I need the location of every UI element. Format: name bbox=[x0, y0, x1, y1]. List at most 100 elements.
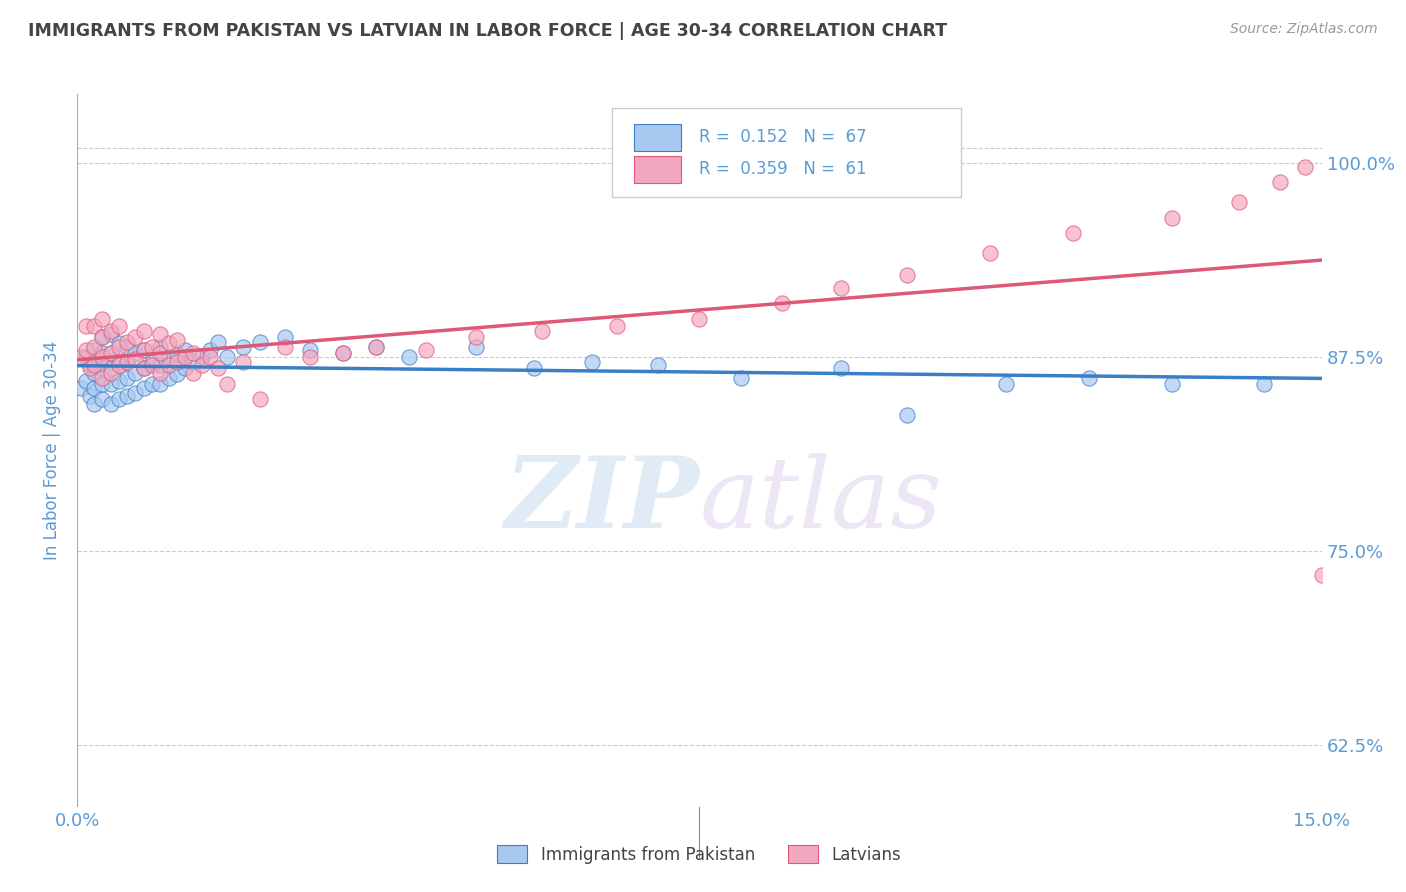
Point bbox=[132, 381, 155, 395]
Point bbox=[274, 330, 297, 344]
Point bbox=[91, 330, 114, 344]
Point bbox=[249, 334, 271, 349]
Point bbox=[100, 366, 122, 380]
Point bbox=[1294, 160, 1316, 174]
Point bbox=[75, 319, 97, 334]
Text: ZIP: ZIP bbox=[505, 452, 700, 549]
Text: Source: ZipAtlas.com: Source: ZipAtlas.com bbox=[1230, 22, 1378, 37]
FancyBboxPatch shape bbox=[613, 108, 960, 197]
Point bbox=[100, 361, 122, 376]
Point bbox=[132, 343, 155, 357]
Point bbox=[166, 334, 188, 348]
Point bbox=[141, 339, 163, 353]
Point bbox=[1310, 567, 1333, 582]
Point bbox=[79, 358, 101, 372]
FancyBboxPatch shape bbox=[634, 156, 681, 183]
Point bbox=[79, 361, 101, 376]
Point bbox=[83, 397, 105, 411]
Point bbox=[174, 361, 197, 376]
Point bbox=[1227, 195, 1250, 210]
Point bbox=[298, 343, 321, 357]
Point bbox=[91, 370, 114, 384]
Point bbox=[207, 361, 229, 376]
Point bbox=[1078, 370, 1101, 384]
Point bbox=[108, 392, 131, 407]
Point bbox=[141, 376, 163, 391]
Text: IMMIGRANTS FROM PAKISTAN VS LATVIAN IN LABOR FORCE | AGE 30-34 CORRELATION CHART: IMMIGRANTS FROM PAKISTAN VS LATVIAN IN L… bbox=[28, 22, 948, 40]
Point bbox=[232, 355, 254, 369]
Point bbox=[689, 311, 711, 326]
Point bbox=[149, 366, 172, 380]
Point bbox=[166, 347, 188, 361]
Point bbox=[995, 376, 1018, 391]
Point bbox=[166, 355, 188, 369]
Point bbox=[647, 358, 669, 372]
Point bbox=[1270, 175, 1292, 189]
Point bbox=[1161, 211, 1184, 225]
Point bbox=[108, 339, 131, 353]
Point bbox=[364, 339, 387, 353]
Point bbox=[1161, 376, 1184, 391]
Point bbox=[530, 324, 553, 338]
Point bbox=[70, 381, 93, 395]
Point bbox=[274, 339, 297, 353]
Point bbox=[70, 351, 93, 365]
Point bbox=[108, 336, 131, 351]
Point bbox=[183, 366, 205, 380]
Point bbox=[157, 351, 180, 365]
Point bbox=[75, 351, 97, 365]
Point bbox=[124, 345, 146, 359]
Point bbox=[332, 345, 354, 359]
Point bbox=[91, 345, 114, 359]
Point bbox=[75, 343, 97, 357]
Y-axis label: In Labor Force | Age 30-34: In Labor Force | Age 30-34 bbox=[44, 341, 62, 560]
Point bbox=[100, 376, 122, 391]
Point bbox=[232, 339, 254, 353]
Point bbox=[215, 351, 238, 365]
Point bbox=[141, 358, 163, 372]
Point bbox=[115, 389, 138, 403]
Point bbox=[191, 349, 214, 363]
Point bbox=[108, 374, 131, 388]
Point bbox=[108, 355, 131, 369]
Text: R =  0.152   N =  67: R = 0.152 N = 67 bbox=[700, 128, 868, 146]
Point bbox=[100, 327, 122, 342]
Point bbox=[298, 351, 321, 365]
Point bbox=[249, 392, 271, 407]
Point bbox=[332, 345, 354, 359]
Point bbox=[91, 311, 114, 326]
Point bbox=[124, 330, 146, 344]
Point bbox=[100, 345, 122, 359]
Legend: Immigrants from Pakistan, Latvians: Immigrants from Pakistan, Latvians bbox=[491, 838, 908, 871]
Point bbox=[115, 339, 138, 353]
Point bbox=[75, 374, 97, 388]
Point bbox=[115, 370, 138, 384]
Point bbox=[83, 366, 105, 380]
Point bbox=[91, 351, 114, 365]
Point bbox=[979, 246, 1001, 260]
Point bbox=[830, 280, 852, 294]
Point bbox=[91, 330, 114, 344]
Point bbox=[91, 376, 114, 391]
Point bbox=[830, 361, 852, 376]
Point bbox=[100, 345, 122, 359]
Point bbox=[183, 355, 205, 369]
Point bbox=[124, 386, 146, 401]
Point bbox=[1253, 376, 1275, 391]
Point bbox=[896, 268, 918, 282]
Point bbox=[166, 368, 188, 382]
Point bbox=[730, 370, 752, 384]
Text: atlas: atlas bbox=[700, 453, 942, 548]
Point bbox=[132, 361, 155, 376]
Point bbox=[100, 324, 122, 338]
Point bbox=[464, 330, 486, 344]
Point bbox=[157, 370, 180, 384]
Point bbox=[149, 327, 172, 342]
Point bbox=[91, 361, 114, 376]
Point bbox=[198, 343, 221, 357]
FancyBboxPatch shape bbox=[634, 124, 681, 151]
Point bbox=[364, 339, 387, 353]
Point bbox=[132, 361, 155, 376]
Point bbox=[115, 355, 138, 369]
Point bbox=[398, 351, 420, 365]
